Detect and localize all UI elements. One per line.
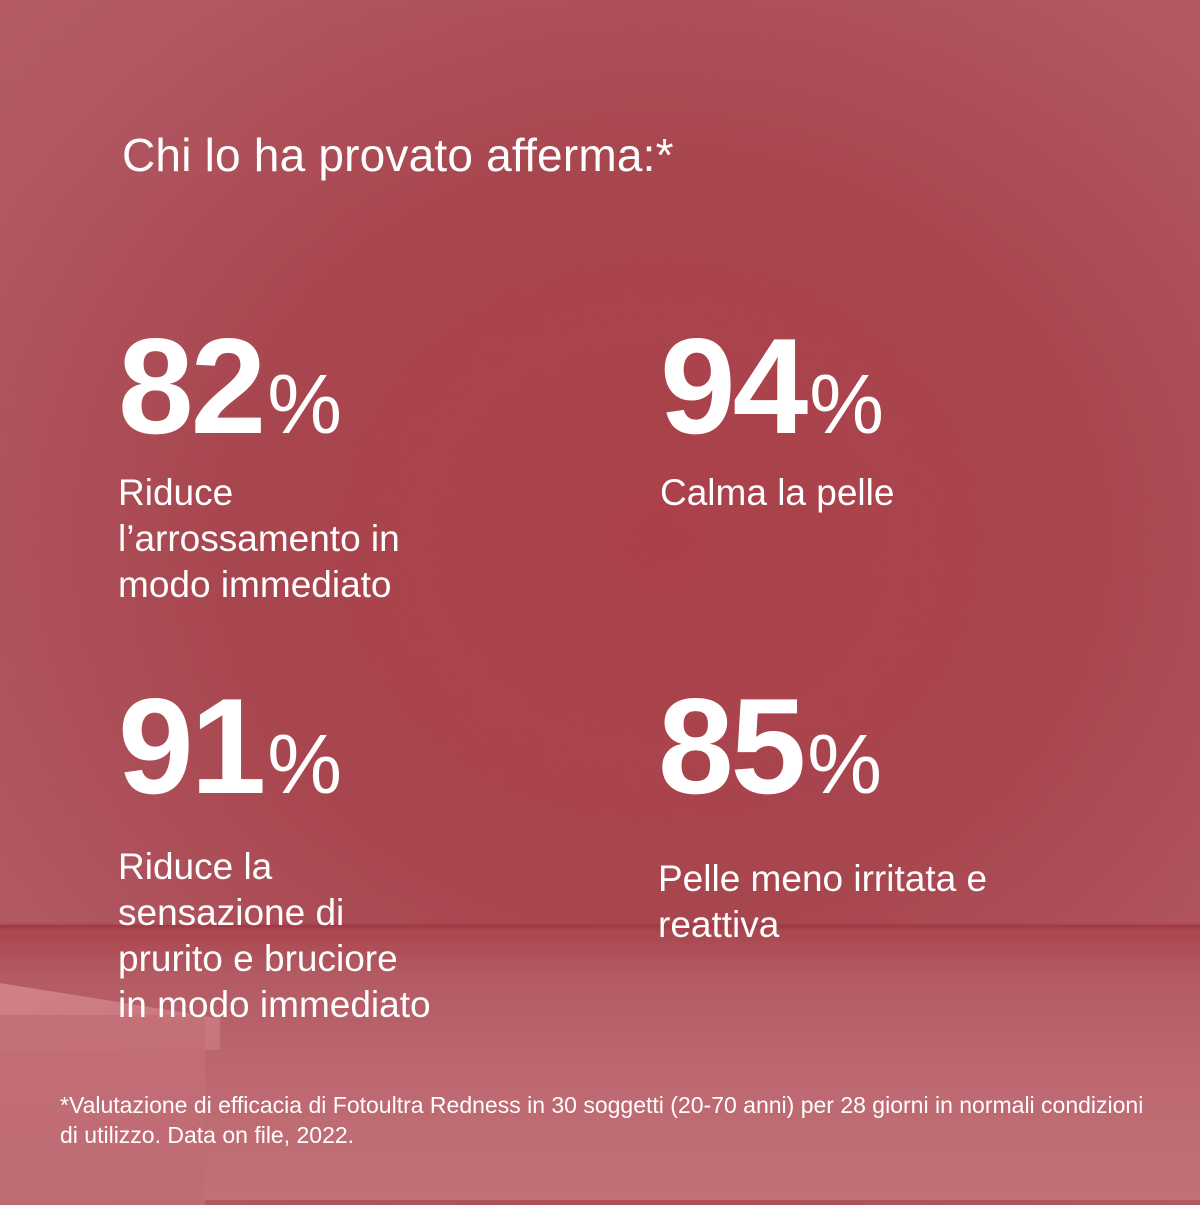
stat-block-82: 82 % Riduce l’arrossamento in modo immed… — [118, 318, 400, 608]
stat-value: 94 % — [660, 318, 894, 454]
percent-sign: % — [807, 717, 882, 811]
stat-value: 91 % — [118, 678, 431, 814]
stat-number: 91 — [118, 670, 266, 822]
stat-description: Calma la pelle — [660, 472, 895, 513]
stat-block-91: 91 % Riduce la sensazione di prurito e b… — [118, 678, 431, 1028]
podium-block — [0, 1015, 205, 1205]
stat-block-85: 85 % Pelle meno irritata e reattiva — [658, 678, 987, 948]
footnote-disclaimer: *Valutazione di efficacia di Fotoultra R… — [60, 1092, 1144, 1148]
percent-sign: % — [267, 717, 342, 811]
stat-description: Riduce la sensazione di prurito e brucio… — [118, 846, 431, 1025]
percent-sign: % — [267, 357, 342, 451]
stat-description: Riduce l’arrossamento in modo immediato — [118, 472, 400, 605]
stat-description: Pelle meno irritata e reattiva — [658, 858, 988, 945]
floor-horizon-line — [0, 922, 1200, 930]
headline: Chi lo ha provato afferma:* — [122, 129, 674, 181]
stat-number: 85 — [658, 670, 806, 822]
stat-value: 82 % — [118, 318, 400, 454]
stat-block-94: 94 % Calma la pelle — [660, 318, 894, 516]
stat-number: 82 — [118, 310, 266, 462]
percent-sign: % — [809, 357, 884, 451]
stat-number: 94 — [660, 310, 808, 462]
stat-value: 85 % — [658, 678, 987, 814]
